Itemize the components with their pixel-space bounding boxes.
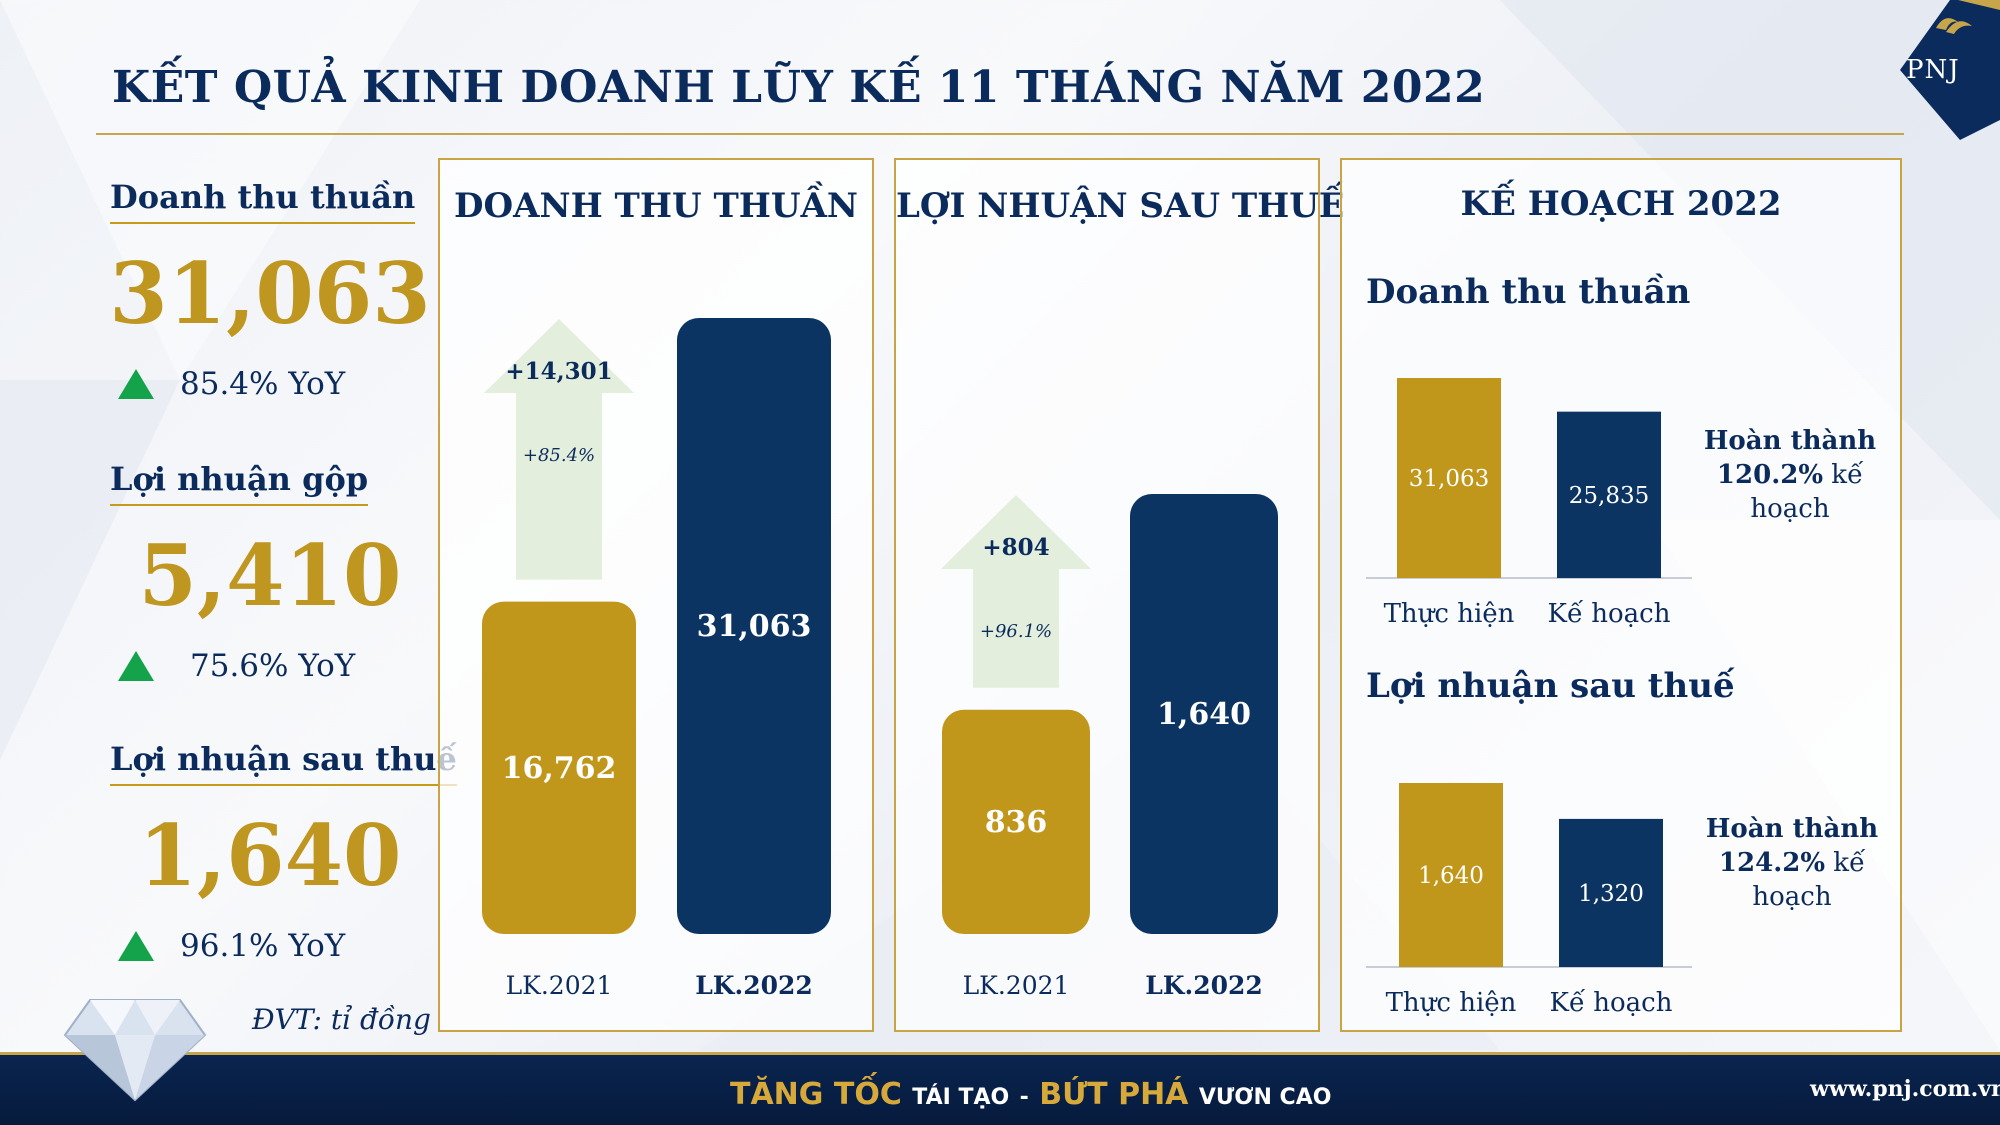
page-title: KẾT QUẢ KINH DOANH LŨY KẾ 11 THÁNG NĂM 2… xyxy=(112,62,1486,113)
category-label: Thực hiện xyxy=(1386,988,1517,1018)
bar xyxy=(1130,494,1278,934)
category-label: LK.2021 xyxy=(506,971,613,1000)
website-link[interactable]: www.pnj.com.vn xyxy=(1810,1076,2000,1102)
category-label: LK.2022 xyxy=(695,971,813,1000)
completion-suffix: kế xyxy=(1825,848,1866,878)
footer-divider xyxy=(0,1052,2000,1056)
bar-value-label: 25,835 xyxy=(1569,483,1649,509)
unit-note: ĐVT: tỉ đồng xyxy=(252,1003,431,1036)
completion-pct: 120.2% xyxy=(1716,460,1824,490)
plan-panel: KẾ HOẠCH 2022 Doanh thu thuần Lợi nhuận … xyxy=(1340,158,1902,1032)
bar-value-label: 1,640 xyxy=(1418,863,1484,889)
completion-suffix: kế xyxy=(1823,460,1864,490)
category-label: Kế hoạch xyxy=(1550,988,1673,1018)
profit-chart: 836 LK.2021 1,640 LK.2022 +804 +96.1% xyxy=(941,494,1278,1000)
completion-word: hoạch xyxy=(1750,494,1830,524)
up-triangle-icon xyxy=(118,369,154,399)
kpi-gross-profit-yoy: 75.6% YoY xyxy=(118,648,355,684)
bar xyxy=(1397,378,1501,578)
kpi-gross-profit-value: 5,410 xyxy=(138,526,402,625)
plan-revenue-subtitle: Doanh thu thuần xyxy=(1366,272,1691,312)
completion-label: Hoàn thành xyxy=(1703,426,1877,456)
footer-bar xyxy=(0,1055,2000,1125)
category-label: Thực hiện xyxy=(1384,599,1515,629)
bar-value-label: 1,640 xyxy=(1157,697,1251,732)
bar-value-label: 31,063 xyxy=(697,609,812,644)
bar xyxy=(1557,411,1661,578)
growth-value-label: +804 xyxy=(982,534,1049,561)
footer-slogan: TĂNG TỐC TÁI TẠO - BỨT PHÁ VƯƠN CAO xyxy=(730,1077,1331,1112)
profit-panel-title: LỢI NHUẬN SAU THUẾ xyxy=(896,186,1345,226)
growth-arrow-icon xyxy=(484,319,634,580)
completion-word: hoạch xyxy=(1752,882,1832,912)
bar xyxy=(1559,818,1663,967)
slogan-part-4: VƯƠN CAO xyxy=(1198,1085,1332,1110)
growth-pct-label: +85.4% xyxy=(523,445,595,466)
growth-pct-label: +96.1% xyxy=(980,621,1052,642)
growth-arrow-icon xyxy=(941,495,1091,688)
slogan-part-3: BỨT PHÁ xyxy=(1039,1077,1189,1112)
completion-pct: 124.2% xyxy=(1718,848,1826,878)
plan-profit-chart: 1,640 Thực hiện 1,320 Kế hoạch xyxy=(1366,783,1692,1018)
plan-profit-subtitle: Lợi nhuận sau thuế xyxy=(1366,666,1735,706)
kpi-revenue-label: Doanh thu thuần xyxy=(110,178,416,224)
kpi-revenue-yoy-text: 85.4% YoY xyxy=(180,366,346,402)
revenue-panel: DOANH THU THUẦN 16,762 LK.2021 31,063 LK.20… xyxy=(438,158,874,1032)
plan-revenue-completion: Hoàn thành 120.2% kế hoạch xyxy=(1690,424,1890,526)
slogan-part-1: TĂNG TỐC xyxy=(730,1077,902,1112)
bar xyxy=(482,601,636,934)
bar xyxy=(1399,783,1503,967)
slogan-separator: - xyxy=(1019,1085,1029,1110)
kpi-net-profit-value: 1,640 xyxy=(138,806,402,905)
completion-label: Hoàn thành xyxy=(1705,814,1879,844)
bar-value-label: 16,762 xyxy=(502,751,617,786)
bar-value-label: 836 xyxy=(985,805,1048,840)
pnj-logo xyxy=(1900,0,2000,140)
kpi-net-profit-label: Lợi nhuận sau thuế xyxy=(110,740,457,786)
title-divider xyxy=(96,133,1904,135)
revenue-panel-title: DOANH THU THUẦN xyxy=(454,186,858,226)
category-label: LK.2021 xyxy=(963,971,1070,1000)
plan-panel-title: KẾ HOẠCH 2022 xyxy=(1460,184,1782,224)
bar xyxy=(942,709,1090,934)
diamond-icon xyxy=(63,999,207,1102)
plan-profit-completion: Hoàn thành 124.2% kế hoạch xyxy=(1692,812,1892,914)
kpi-revenue-value: 31,063 xyxy=(109,244,431,343)
kpi-net-profit-yoy: 96.1% YoY xyxy=(118,928,345,964)
up-triangle-icon xyxy=(118,651,154,681)
revenue-chart: 16,762 LK.2021 31,063 LK.2022 +14,301 +85.4% xyxy=(482,318,831,1000)
kpi-net-profit-yoy-text: 96.1% YoY xyxy=(180,928,346,964)
profit-panel: LỢI NHUẬN SAU THUẾ 836 LK.2021 1,640 LK.202… xyxy=(894,158,1345,1032)
logo-text: PNJ xyxy=(1906,55,1960,85)
bar-value-label: 31,063 xyxy=(1409,466,1489,492)
kpi-gross-profit-label: Lợi nhuận gộp xyxy=(110,460,369,506)
bar-value-label: 1,320 xyxy=(1578,881,1644,907)
plan-revenue-chart: 31,063 Thực hiện 25,835 Kế hoạch xyxy=(1366,378,1692,629)
kpi-revenue-yoy: 85.4% YoY xyxy=(118,366,345,402)
kpi-gross-profit-yoy-text: 75.6% YoY xyxy=(190,648,356,684)
slogan-part-2: TÁI TẠO xyxy=(912,1085,1010,1110)
up-triangle-icon xyxy=(118,931,154,961)
growth-value-label: +14,301 xyxy=(505,358,612,385)
bar xyxy=(677,318,831,934)
category-label: Kế hoạch xyxy=(1548,599,1671,629)
category-label: LK.2022 xyxy=(1145,971,1263,1000)
